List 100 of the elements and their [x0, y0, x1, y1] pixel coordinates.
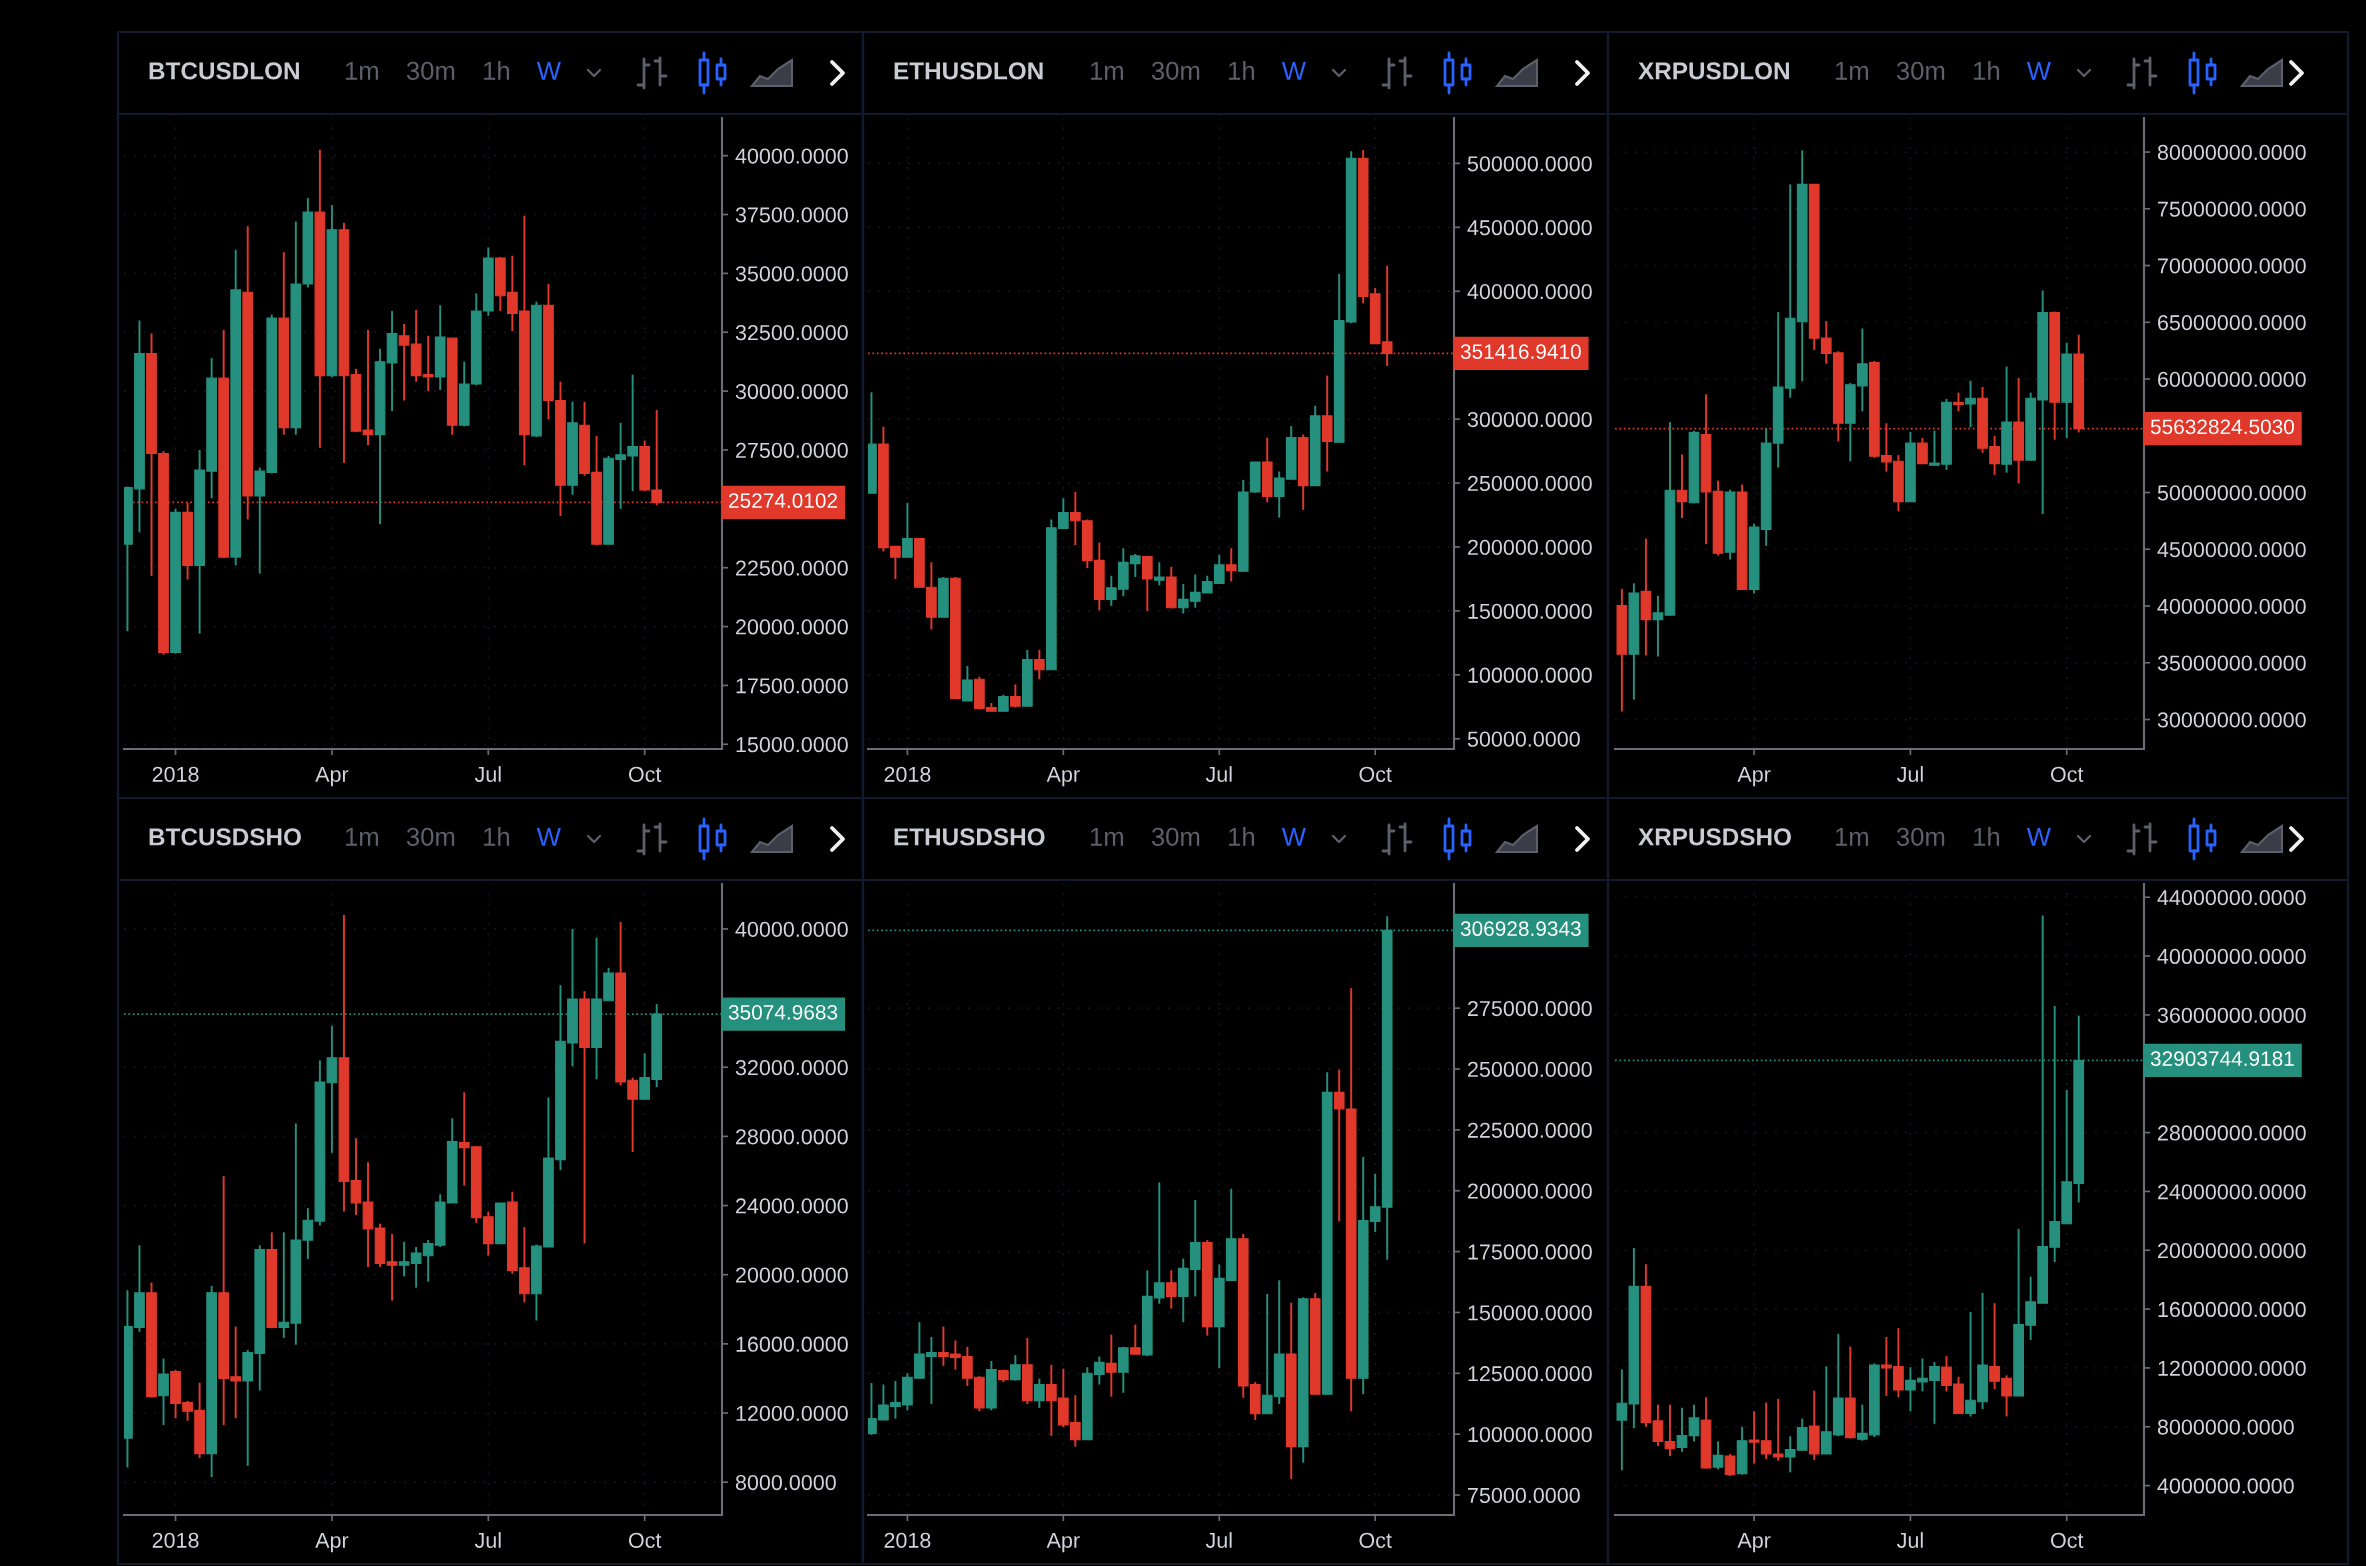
x-tick-label: 2018	[152, 766, 199, 782]
y-tick-label: 400000.0000	[1467, 284, 1592, 300]
candlestick	[1953, 391, 1964, 413]
ref-line-label: 35074.9683	[728, 1004, 838, 1020]
y-tick-label: 175000.0000	[1468, 1244, 1592, 1260]
x-tick-label: Oct	[2050, 766, 2084, 782]
text: W	[1281, 827, 1306, 846]
y-tick-label: 28000.0000	[736, 1129, 848, 1145]
text: 1h	[1974, 61, 2000, 80]
y-tick-label: 8000.0000	[735, 1474, 836, 1491]
text: 1m	[1090, 827, 1123, 846]
text: 1m	[1090, 61, 1123, 80]
y-tick-label: 50000000.0000	[2157, 485, 2306, 501]
x-tick-label: Jul	[1205, 766, 1232, 782]
chart-title: BTCUSDLON	[149, 62, 299, 80]
y-tick-label: 250000.0000	[1468, 475, 1592, 492]
x-tick-label: Apr	[315, 1532, 349, 1553]
candlestick	[1917, 437, 1928, 465]
text: 30m	[1151, 827, 1200, 846]
y-tick-label: 32000.0000	[735, 1060, 848, 1076]
y-tick-label: 15000.0000	[736, 737, 848, 753]
y-tick-label: 40000.0000	[735, 921, 848, 937]
y-tick-label: 30000000.0000	[2157, 712, 2306, 728]
candlestick	[1165, 1269, 1177, 1310]
text: W	[2026, 827, 2051, 846]
y-tick-label: 22500.0000	[736, 560, 848, 576]
y-tick-label: 45000000.0000	[2157, 542, 2306, 558]
x-tick-label: Jul	[474, 1532, 501, 1548]
candlestick	[1141, 554, 1153, 612]
y-tick-label: 75000000.0000	[2158, 201, 2306, 217]
y-tick-label: 44000000.0000	[2157, 890, 2306, 906]
candlestick	[350, 1137, 362, 1217]
text: 1m	[345, 827, 378, 846]
chart-title: XRPUSDLON	[1638, 62, 1789, 80]
y-tick-label: 4000000.0000	[2157, 1478, 2294, 1494]
y-tick-label: 200000.0000	[1468, 539, 1592, 555]
y-tick-label: 60000000.0000	[2158, 371, 2306, 388]
x-tick-label: Jul	[1896, 1532, 1923, 1548]
text: 1h	[1229, 61, 1255, 80]
y-tick-label: 40000000.0000	[2157, 598, 2306, 615]
y-tick-label: 16000000.0000	[2158, 1301, 2306, 1318]
y-tick-label: 30000.0000	[735, 383, 848, 400]
text: 1m	[1835, 61, 1868, 80]
y-tick-label: 17500.0000	[736, 678, 848, 694]
text: 30m	[1896, 61, 1945, 80]
x-tick-label: Apr	[1046, 766, 1080, 787]
y-tick-label: 32500.0000	[735, 325, 848, 341]
y-tick-label: 275000.0000	[1468, 1000, 1592, 1017]
y-tick-label: 24000000.0000	[2158, 1184, 2306, 1200]
y-tick-label: 70000000.0000	[2158, 258, 2306, 274]
chart-title: XRPUSDSHO	[1638, 828, 1791, 846]
x-tick-label: 2018	[884, 766, 931, 782]
x-tick-label: Apr	[315, 766, 349, 787]
candlestick	[1153, 561, 1165, 587]
text: 30m	[1896, 827, 1945, 846]
y-tick-label: 20000.0000	[736, 1267, 848, 1283]
chart-title: ETHUSDLON	[894, 62, 1043, 80]
x-tick-label: Oct	[628, 1532, 662, 1548]
y-tick-label: 125000.0000	[1468, 1366, 1592, 1382]
text: 1h	[1974, 827, 2000, 846]
candlestick	[1712, 1440, 1724, 1471]
y-tick-label: 24000.0000	[736, 1198, 848, 1214]
y-tick-label: 12000.0000	[736, 1405, 848, 1422]
y-tick-label: 150000.0000	[1468, 1305, 1592, 1321]
candlestick	[1724, 1452, 1736, 1477]
x-tick-label: Jul	[1205, 1532, 1232, 1548]
x-tick-label: 2018	[152, 1532, 199, 1548]
candlestick	[1129, 1323, 1141, 1356]
text: 1m	[1835, 827, 1868, 846]
text: 30m	[1151, 61, 1200, 80]
x-tick-label: Oct	[628, 766, 662, 782]
x-tick-label: Jul	[474, 766, 501, 782]
text: 1h	[484, 61, 510, 80]
candlestick	[1225, 547, 1237, 583]
y-tick-label: 450000.0000	[1467, 220, 1592, 236]
ref-line-label: 351416.9410	[1460, 344, 1581, 359]
y-tick-label: 300000.0000	[1467, 411, 1592, 428]
y-tick-label: 12000000.0000	[2158, 1360, 2306, 1376]
x-tick-label: Apr	[1737, 1532, 1771, 1553]
y-tick-label: 40000.0000	[735, 148, 848, 164]
y-tick-label: 100000.0000	[1468, 1426, 1592, 1443]
x-tick-label: Oct	[2050, 1532, 2084, 1548]
y-tick-label: 16000.0000	[736, 1336, 848, 1352]
x-tick-label: Jul	[1896, 766, 1923, 782]
candlestick	[1033, 1377, 1045, 1409]
text: 30m	[406, 827, 455, 846]
y-tick-label: 36000000.0000	[2157, 1007, 2306, 1023]
candlestick	[1033, 648, 1045, 681]
ref-line-label: 25274.0102	[729, 493, 838, 508]
y-tick-label: 20000000.0000	[2158, 1243, 2306, 1259]
ref-line-label: 55632824.5030	[2150, 419, 2295, 435]
candlestick	[902, 501, 913, 559]
text: 1h	[484, 827, 510, 846]
text: 30m	[406, 61, 455, 80]
y-tick-label: 35000000.0000	[2157, 655, 2306, 671]
y-tick-label: 27500.0000	[736, 442, 848, 458]
candlestick	[1652, 594, 1664, 658]
y-tick-label: 500000.0000	[1467, 156, 1592, 172]
y-tick-label: 37500.0000	[735, 207, 848, 223]
x-tick-label: Oct	[1359, 1532, 1392, 1548]
